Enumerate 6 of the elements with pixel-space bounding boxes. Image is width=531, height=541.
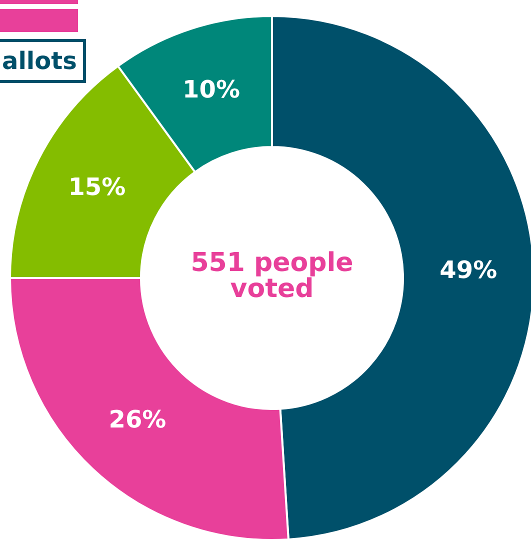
data-label: 26%	[108, 405, 166, 434]
data-label: 10%	[182, 75, 240, 104]
text: allots	[0, 39, 86, 83]
data-label: 15%	[68, 173, 126, 202]
data-label: 49%	[440, 256, 498, 284]
text: 551 people voted	[190, 248, 354, 304]
